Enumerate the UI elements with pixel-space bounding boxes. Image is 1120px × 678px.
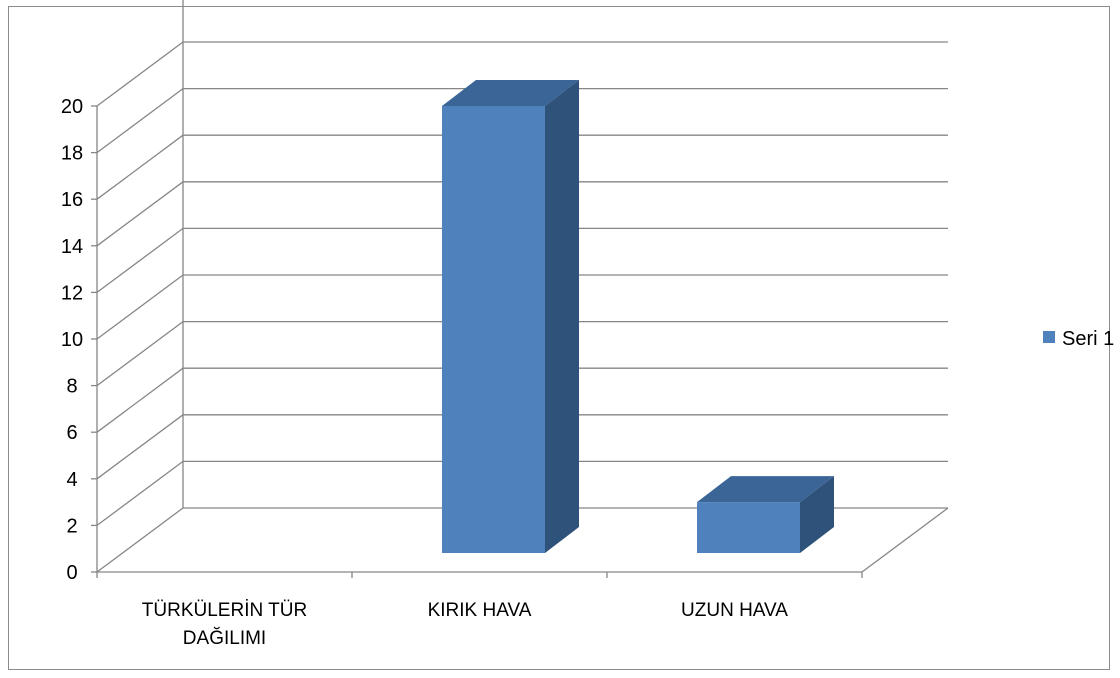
gridline-diagonal (96, 134, 184, 200)
y-tick-label: 8 (66, 376, 77, 398)
y-tick-label: 0 (66, 562, 77, 584)
y-tick-label: 10 (61, 329, 83, 351)
y-tick-label: 14 (61, 236, 83, 258)
labels: 0 2 4 6 8 10 12 14 16 18 20 TÜRKÜLERİN TÜR DAĞILIMI K… (61, 96, 788, 649)
axes (91, 105, 863, 578)
y-tick-label: 4 (66, 469, 77, 491)
bar-side (545, 80, 579, 553)
x-tick-label: DAĞILIMI (183, 627, 266, 649)
legend: Seri 1 (1043, 328, 1114, 350)
x-tick-label: KIRIK HAVA (428, 600, 532, 621)
gridline-diagonal (96, 460, 184, 526)
gridline-diagonal (96, 367, 184, 433)
y-tick-label: 16 (61, 189, 83, 211)
y-tick-label: 12 (61, 282, 83, 304)
gridline-diagonal (96, 507, 184, 573)
bars (442, 80, 834, 553)
bar-side (800, 476, 834, 553)
gridline-diagonal (96, 321, 184, 387)
bar-top (697, 476, 834, 503)
bar-top (442, 80, 579, 106)
x-tick-label: TÜRKÜLERİN TÜR (142, 600, 307, 621)
legend-label: Seri 1 (1062, 328, 1114, 350)
y-tick-label: 2 (66, 515, 77, 537)
chart-frame (8, 6, 1110, 670)
y-tick-label: 18 (61, 143, 83, 165)
gridline-diagonal (96, 181, 184, 247)
legend-swatch (1043, 331, 1055, 343)
y-tick-label: 20 (61, 96, 83, 118)
gridline-diagonal (96, 414, 184, 480)
gridline-diagonal (96, 227, 184, 293)
bar (697, 502, 800, 553)
gridline-diagonal (96, 274, 184, 340)
floor-edge (861, 507, 949, 573)
x-tick-label: UZUN HAVA (681, 600, 788, 621)
gridline-diagonal (96, 88, 184, 154)
y-tick-label: 6 (66, 422, 77, 444)
bar (442, 106, 545, 553)
gridline-diagonal (96, 41, 184, 107)
